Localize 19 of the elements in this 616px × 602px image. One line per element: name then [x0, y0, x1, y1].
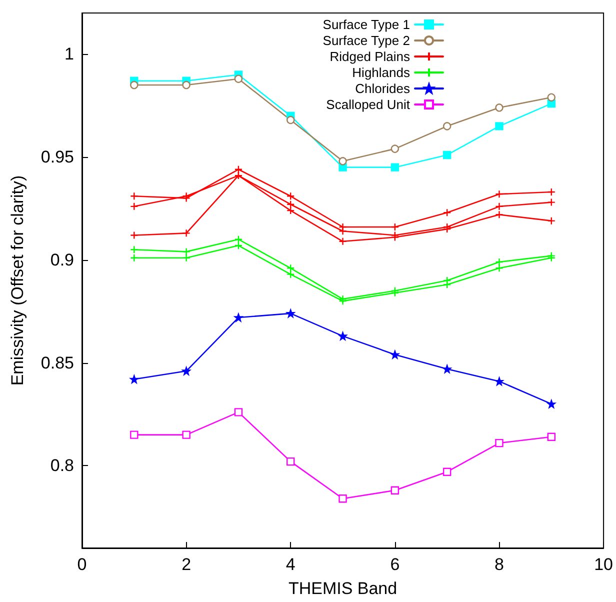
- x-tick-label: 8: [494, 555, 504, 574]
- y-tick-label: 0.95: [40, 148, 74, 167]
- legend-label: Highlands: [352, 65, 410, 80]
- y-tick-label: 0.9: [50, 250, 74, 270]
- y-tick-label: 0.8: [50, 456, 74, 476]
- legend-label: Surface Type 1: [322, 17, 410, 32]
- y-tick-label: 1: [64, 44, 74, 64]
- x-tick-label: 0: [77, 555, 87, 574]
- legend-label: Surface Type 2: [322, 33, 410, 48]
- legend-label: Ridged Plains: [330, 49, 410, 64]
- x-axis-title: THEMIS Band: [288, 579, 398, 598]
- x-tick-label: 6: [390, 555, 400, 574]
- x-tick-label: 2: [182, 555, 192, 574]
- x-tick-label: 10: [594, 555, 614, 574]
- legend-label: Chlorides: [355, 81, 410, 96]
- y-tick-label: 0.85: [40, 353, 74, 372]
- legend-label: Scalloped Unit: [326, 97, 410, 112]
- x-tick-label: 4: [286, 555, 296, 574]
- y-axis-title: Emissivity (Offset for clarity): [8, 175, 27, 386]
